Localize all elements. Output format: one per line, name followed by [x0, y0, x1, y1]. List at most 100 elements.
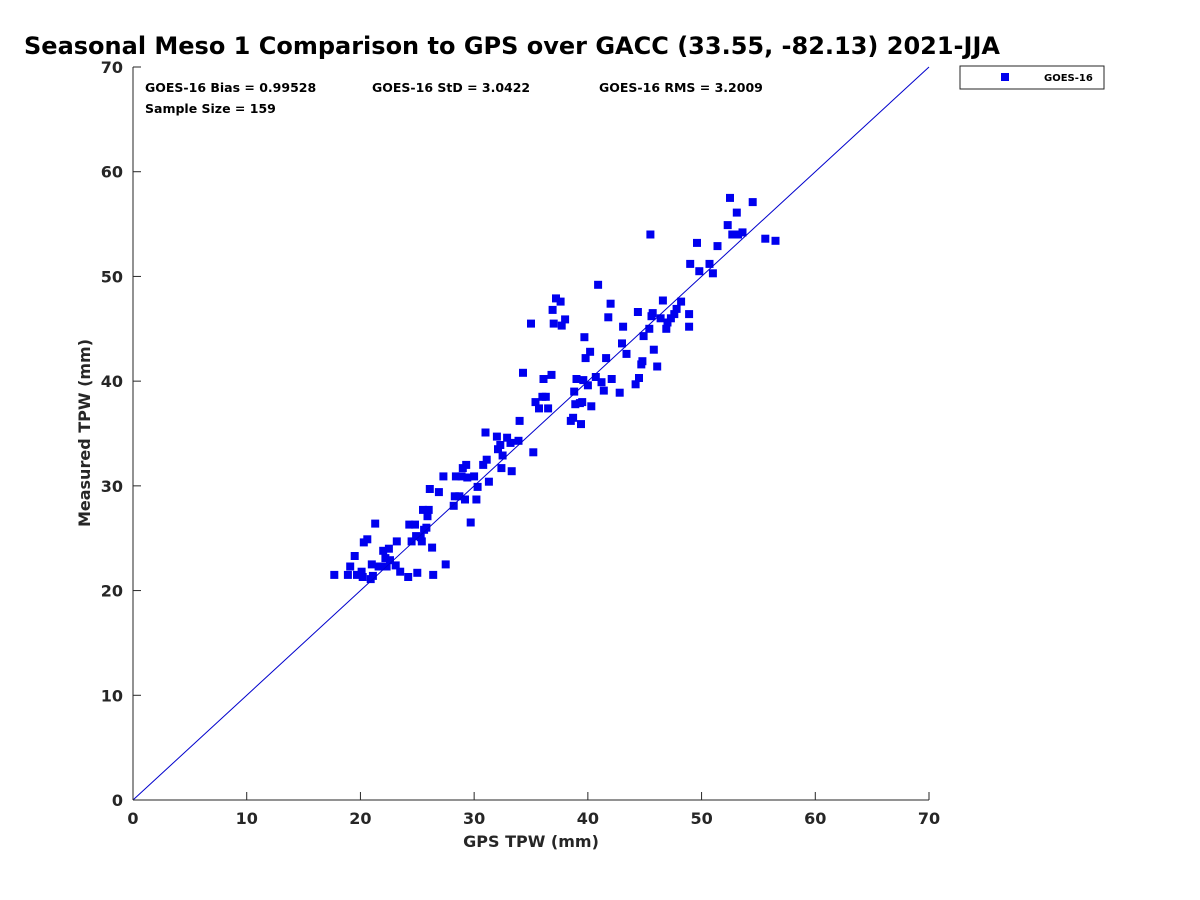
data-point-50	[463, 473, 472, 482]
data-point-94	[580, 333, 589, 342]
data-point-19	[386, 556, 394, 565]
legend-marker	[1001, 73, 1009, 81]
data-point-129	[672, 304, 681, 313]
data-point-120	[648, 309, 657, 318]
data-point-136	[705, 259, 714, 268]
data-point-75	[539, 375, 548, 383]
data-point-130	[677, 297, 686, 306]
data-point-72	[531, 398, 540, 407]
data-point-124	[658, 296, 667, 305]
x-tick-label-50: 50	[690, 809, 712, 828]
data-point-127	[666, 314, 675, 323]
data-point-128	[670, 310, 679, 319]
data-point-35	[424, 505, 433, 514]
chart-title: Seasonal Meso 1 Comparison to GPS over G…	[24, 32, 1000, 60]
data-point-134	[693, 238, 701, 247]
data-point-126	[663, 318, 672, 327]
x-tick-label-30: 30	[463, 809, 485, 828]
y-tick-label-60: 60	[101, 163, 123, 182]
data-point-137	[708, 269, 717, 278]
data-point-98	[587, 402, 596, 411]
data-point-31	[419, 505, 427, 514]
data-point-22	[396, 567, 405, 576]
data-point-144	[738, 228, 747, 237]
x-tick-label-60: 60	[804, 809, 826, 828]
data-point-132	[685, 322, 694, 331]
data-point-102	[599, 386, 608, 395]
data-point-145	[748, 198, 757, 207]
data-point-93	[579, 376, 588, 385]
data-point-15	[379, 546, 388, 555]
data-point-122	[653, 362, 662, 371]
data-point-12	[371, 519, 380, 528]
data-point-77	[544, 404, 553, 413]
data-point-110	[622, 349, 631, 358]
data-point-70	[527, 319, 535, 328]
data-point-28	[413, 568, 422, 577]
data-point-141	[728, 230, 737, 239]
data-point-14	[378, 562, 386, 571]
data-point-5	[357, 567, 366, 576]
data-point-71	[529, 448, 538, 457]
data-point-16	[381, 554, 390, 563]
data-point-61	[496, 441, 505, 449]
data-point-65	[506, 438, 515, 447]
data-point-40	[439, 472, 448, 481]
data-point-27	[412, 532, 421, 541]
legend-label: GOES-16	[1044, 73, 1093, 84]
data-point-68	[515, 416, 524, 425]
data-point-11	[368, 571, 377, 580]
data-point-131	[685, 310, 694, 319]
data-points-group	[330, 193, 780, 584]
data-point-67	[514, 436, 523, 445]
y-tick-label-0: 0	[112, 791, 123, 810]
data-point-138	[713, 242, 722, 251]
data-point-18	[384, 544, 393, 553]
x-tick-label-20: 20	[349, 809, 371, 828]
data-point-111	[631, 380, 640, 389]
data-point-117	[645, 324, 654, 333]
data-point-2	[346, 562, 355, 571]
y-tick-label-70: 70	[101, 58, 123, 77]
y-tick-label-10: 10	[101, 686, 123, 705]
data-point-23	[404, 573, 413, 581]
data-point-55	[479, 460, 488, 469]
data-point-125	[662, 324, 671, 333]
data-point-30	[417, 537, 426, 546]
data-point-135	[695, 267, 704, 276]
data-point-143	[734, 230, 742, 239]
y-tick-label-50: 50	[101, 267, 123, 286]
data-point-49	[462, 460, 471, 469]
data-point-147	[771, 236, 780, 245]
data-point-101	[597, 378, 606, 387]
sample-size-stat: Sample Size = 159	[145, 101, 276, 116]
data-point-57	[482, 455, 491, 464]
data-point-108	[618, 339, 626, 348]
data-point-21	[392, 537, 401, 546]
data-point-133	[686, 259, 695, 268]
data-point-59	[492, 432, 501, 441]
rms-stat: GOES-16 RMS = 3.2009	[599, 80, 763, 95]
std-stat: GOES-16 StD = 3.0422	[372, 80, 530, 95]
x-tick-label-70: 70	[918, 809, 940, 828]
data-point-112	[633, 308, 642, 316]
data-point-116	[639, 332, 648, 341]
data-point-105	[606, 299, 615, 308]
data-point-24	[405, 520, 414, 529]
data-point-63	[498, 451, 507, 460]
x-ticks-group: 0 10 20 30 40 50 60 70	[127, 792, 940, 828]
data-point-86	[569, 413, 578, 422]
y-tick-label-40: 40	[101, 372, 123, 391]
data-point-121	[649, 345, 658, 354]
data-point-115	[638, 357, 647, 366]
data-point-6	[358, 573, 367, 581]
data-point-113	[635, 374, 643, 382]
data-point-64	[503, 433, 512, 442]
data-point-20	[391, 561, 400, 570]
data-point-109	[619, 322, 628, 331]
data-point-8	[363, 535, 372, 544]
data-point-142	[732, 208, 741, 217]
data-point-46	[457, 472, 466, 481]
data-point-10	[367, 560, 376, 569]
